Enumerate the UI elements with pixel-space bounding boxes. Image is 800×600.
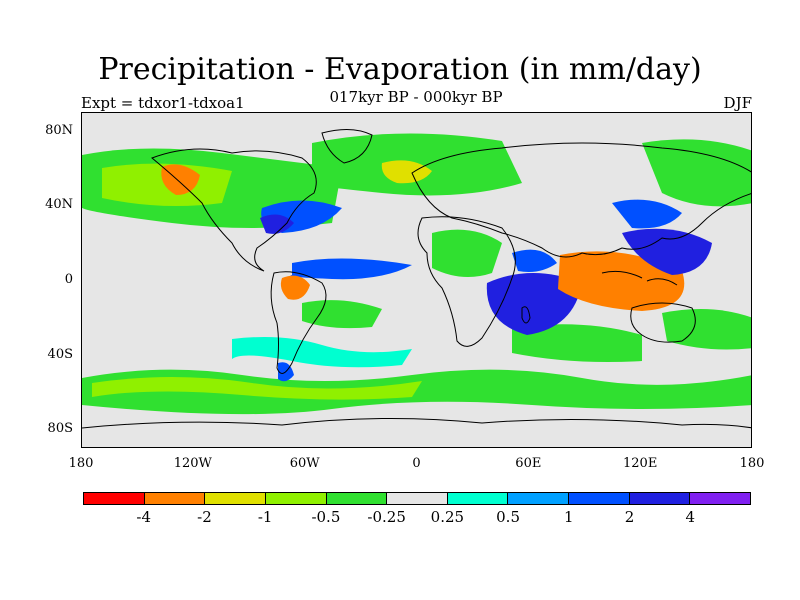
patch-africa-green <box>432 229 502 277</box>
coastline-eurasia <box>411 142 751 258</box>
colorbar-tick-label: 0.5 <box>496 508 520 526</box>
colorbar-tick-label: 0.25 <box>430 508 465 526</box>
coastline-antarctica <box>82 417 751 429</box>
patch-southern-ocean <box>82 369 751 415</box>
patch-maritime-orange <box>558 251 685 311</box>
season-label: DJF <box>723 94 752 112</box>
coastline-south-america <box>270 271 327 374</box>
colorbar-tick-label: -0.5 <box>311 508 341 526</box>
colorbar-tick-label: -4 <box>136 508 152 526</box>
colorbar-box <box>265 493 327 504</box>
patch-southwest-pacific-green <box>662 309 751 350</box>
patch-aleutian-orange <box>161 164 200 195</box>
longitude-tick-label: 60W <box>289 456 320 471</box>
colorbar <box>83 492 751 505</box>
colorbar-box <box>144 493 206 504</box>
patch-south-atlantic-green <box>302 300 382 329</box>
colorbar-box <box>447 493 509 504</box>
longitude-tick-label: 180 <box>739 456 765 471</box>
longitude-tick-label: 60E <box>515 456 542 471</box>
colorbar-box <box>629 493 691 504</box>
colorbar-box <box>387 493 448 504</box>
colorbar-box <box>205 493 266 504</box>
chart-subtitle: 017kyr BP - 000kyr BP <box>329 88 503 106</box>
latitude-tick-label: 0 <box>64 272 73 287</box>
latitude-tick-label: 40S <box>47 346 73 362</box>
map-svg <box>82 129 751 429</box>
coastlines <box>82 129 751 429</box>
anomaly-patches <box>82 133 751 415</box>
colorbar-tick-label: 2 <box>624 508 635 526</box>
latitude-tick-label: 80N <box>45 122 73 138</box>
coastline-madagascar <box>521 306 531 324</box>
longitude-tick-label: 120W <box>173 456 212 471</box>
coastline-australia <box>630 302 696 343</box>
longitude-tick-label: 120E <box>623 456 658 471</box>
patch-west-pacific-blue <box>622 228 712 275</box>
patch-tropical-atlantic-blue <box>290 258 412 280</box>
patch-arabian-blue <box>512 249 557 272</box>
colorbar-tick-label: -0.25 <box>367 508 406 526</box>
coastline-greenland <box>321 129 373 164</box>
colorbar-box <box>508 493 570 504</box>
colorbar-tick-label: 1 <box>564 508 574 526</box>
experiment-label: Expt = tdxor1-tdxoa1 <box>81 94 245 112</box>
coastline-indonesia <box>601 270 678 286</box>
patch-southern-cyan <box>232 337 412 368</box>
patch-south-indian-green <box>512 324 642 362</box>
colorbar-box <box>84 493 145 504</box>
coastline-north-america <box>151 148 317 272</box>
chart-title: Precipitation - Evaporation (in mm/day) <box>98 52 702 87</box>
colorbar-tick-label: -2 <box>197 508 212 526</box>
longitude-tick-label: 180 <box>68 456 94 471</box>
latitude-tick-label: 40N <box>45 197 73 213</box>
coastline-africa <box>417 216 516 347</box>
patch-southern-ocean-light <box>92 377 422 400</box>
map-plot-area <box>81 112 752 448</box>
colorbar-box <box>569 493 630 504</box>
patch-east-asia-blue <box>612 199 682 229</box>
latitude-tick-label: 80S <box>47 421 73 437</box>
patch-us-east-blue <box>260 214 294 234</box>
patch-europe-yellow <box>381 160 432 184</box>
colorbar-box <box>326 493 388 504</box>
patch-south-america-orange <box>280 275 310 300</box>
patch-siberia-green <box>642 139 751 207</box>
colorbar-tick-label: -1 <box>257 508 273 526</box>
longitude-tick-label: 0 <box>412 456 421 471</box>
colorbar-box <box>690 493 751 504</box>
colorbar-tick-label: 4 <box>685 508 696 526</box>
